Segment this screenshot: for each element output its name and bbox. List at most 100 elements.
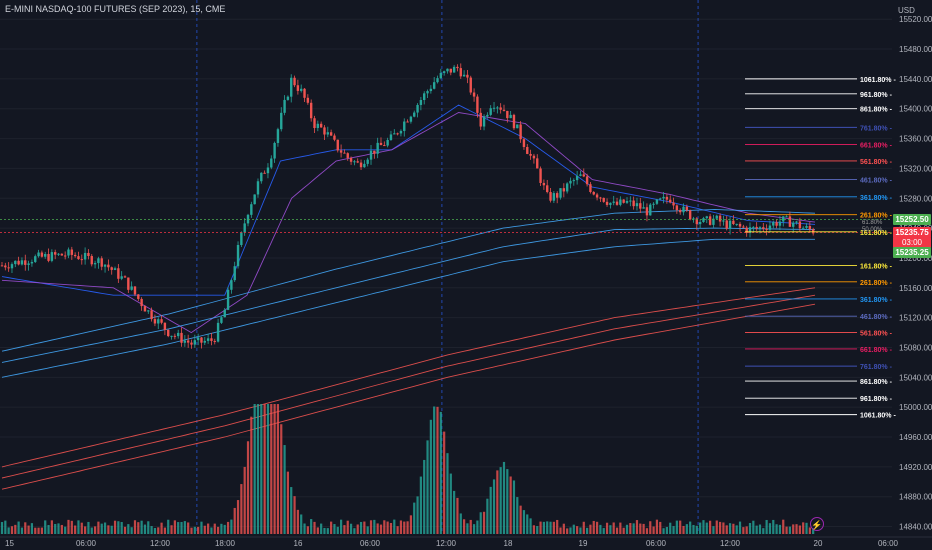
fib-mid-label: 61.80%: [862, 220, 883, 226]
volume-bar: [572, 524, 575, 534]
volume-bar: [436, 406, 439, 534]
candle-body: [236, 244, 240, 267]
volume-bar: [419, 476, 422, 534]
volume-bar: [778, 524, 782, 534]
ma-line-ema_slow: [1, 112, 816, 334]
volume-bar: [127, 524, 130, 534]
volume-bar: [652, 526, 655, 534]
candle-body: [273, 142, 276, 159]
candle-body: [472, 92, 476, 97]
volume-bar: [655, 519, 659, 534]
candle-body: [413, 112, 416, 117]
candle-body: [233, 266, 236, 281]
volume-bar: [549, 521, 552, 534]
candle-body: [53, 252, 57, 255]
candle-body: [200, 337, 203, 343]
candle-body: [555, 193, 559, 198]
volume-bar: [326, 528, 329, 534]
candle-body: [286, 96, 290, 100]
volume-bar: [695, 525, 698, 534]
volume-bar: [163, 527, 166, 534]
fib-level-label: 661.80% -: [860, 347, 893, 354]
candle-body: [562, 188, 566, 192]
fib-level-label: 961.80% -: [860, 396, 893, 403]
candle-body: [506, 110, 509, 119]
candle-body: [120, 276, 123, 279]
volume-bar: [349, 523, 353, 534]
volume-bar: [300, 514, 303, 534]
y-tick-label: 15400.00: [899, 105, 932, 114]
volume-bar: [472, 524, 476, 534]
volume-bar: [795, 524, 798, 534]
candle-body: [632, 200, 635, 207]
candle-body: [300, 88, 303, 91]
price-tag-last: 15235.75: [893, 227, 931, 238]
candle-body: [705, 216, 708, 219]
volume-bar: [443, 431, 446, 534]
candle-body: [552, 193, 556, 201]
candle-body: [672, 202, 675, 206]
candle-body: [73, 254, 77, 257]
candle-body: [389, 134, 393, 140]
volume-bar: [359, 521, 363, 534]
volume-bar: [93, 526, 97, 534]
candle-body: [662, 196, 665, 199]
candle-body: [157, 319, 160, 324]
volume-bar: [233, 507, 236, 534]
y-tick-label: 15040.00: [899, 373, 932, 382]
candle-body: [113, 268, 117, 270]
x-tick-label: 18:00: [215, 539, 236, 548]
candle-body: [67, 249, 70, 256]
candle-body: [792, 222, 795, 227]
volume-bar: [110, 525, 113, 534]
lightning-icon[interactable]: ⚡: [810, 517, 824, 531]
candle-body: [107, 264, 110, 268]
candle-body: [652, 203, 655, 205]
candle-body: [153, 319, 157, 324]
candle-body: [645, 207, 649, 216]
volume-bar: [712, 526, 715, 534]
volume-bar: [286, 471, 290, 534]
volume-bar: [399, 520, 403, 534]
volume-bar: [476, 520, 479, 534]
fib-level-label: 261.80% -: [860, 213, 893, 220]
x-tick-label: 12:00: [436, 539, 457, 548]
volume-bar: [559, 527, 562, 534]
volume-bar: [266, 404, 270, 534]
candle-body: [698, 221, 702, 225]
volume-bar: [150, 526, 153, 534]
volume-bar: [84, 526, 87, 534]
y-tick-label: 15520.00: [899, 15, 932, 24]
volume-bar: [409, 515, 413, 534]
candle-body: [210, 338, 213, 341]
fib-level-label: 961.80% -: [860, 92, 893, 99]
volume-bar: [556, 519, 559, 534]
volume-bar: [682, 525, 685, 534]
volume-bar: [356, 524, 359, 534]
y-tick-label: 14920.00: [899, 463, 932, 472]
candle-body: [512, 114, 516, 129]
candle-body: [426, 91, 429, 94]
candle-body: [519, 124, 522, 140]
volume-bar: [529, 518, 532, 534]
candle-body: [486, 114, 489, 117]
volume-bar: [642, 523, 645, 534]
volume-bar: [346, 520, 349, 534]
candle-body: [735, 223, 738, 225]
candle-body: [0, 265, 4, 267]
candle-body: [176, 332, 180, 337]
volume-bar: [280, 424, 283, 534]
candle-body: [353, 161, 356, 163]
volume-bar: [519, 505, 522, 534]
candle-body: [778, 221, 782, 226]
volume-bar: [103, 522, 107, 534]
candle-body: [366, 159, 369, 164]
fib-level-label: 761.80% -: [860, 364, 893, 371]
volume-bar: [167, 519, 170, 534]
volume-bar: [47, 525, 50, 534]
y-tick-label: 15200.00: [899, 254, 932, 263]
volume-bar: [635, 520, 639, 534]
candle-body: [14, 260, 17, 265]
volume-bar: [160, 522, 163, 534]
